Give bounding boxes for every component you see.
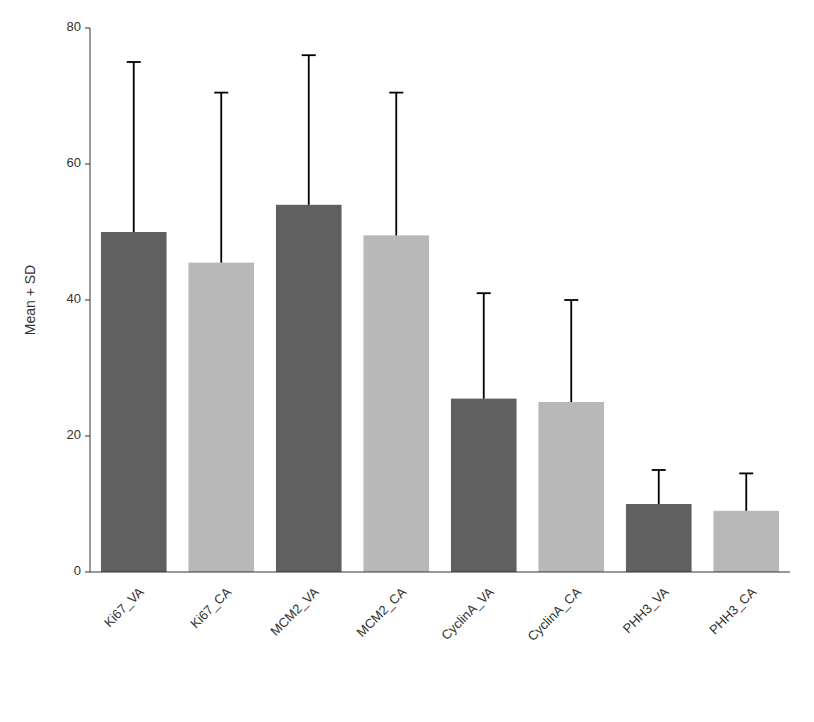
bar — [626, 504, 692, 572]
x-tick-label: MCM2_VA — [267, 584, 322, 639]
y-axis: 0 20 40 60 80 — [67, 19, 90, 578]
error-bar — [214, 93, 228, 263]
bar — [188, 263, 254, 572]
y-tick — [85, 572, 90, 573]
bar — [363, 235, 429, 572]
x-tick-label: Ki67_CA — [187, 584, 234, 631]
error-bar-cap — [302, 54, 316, 56]
y-tick — [85, 164, 90, 165]
y-tick-label: 20 — [67, 427, 81, 442]
error-bar — [477, 293, 491, 398]
x-tick-label: MCM2_CA — [354, 584, 410, 640]
error-bar-stem — [220, 93, 222, 263]
error-bar — [739, 473, 753, 510]
error-bar-cap — [739, 472, 753, 474]
x-axis-line — [90, 572, 790, 573]
error-bar-cap — [214, 92, 228, 94]
error-bar-stem — [658, 470, 660, 504]
page: {"chart_data": {"type": "bar", "categori… — [0, 0, 814, 722]
error-bar-cap — [652, 469, 666, 471]
bar — [451, 399, 517, 572]
y-tick-label: 0 — [74, 563, 81, 578]
y-tick — [85, 300, 90, 301]
error-bar — [652, 470, 666, 504]
y-tick — [85, 28, 90, 29]
error-bar-cap — [477, 292, 491, 294]
y-axis-label: Mean + SD — [22, 265, 38, 335]
error-bar-stem — [395, 93, 397, 236]
x-tick-label: CyclinA_CA — [525, 584, 585, 644]
bar — [713, 511, 779, 572]
chart-container: 0 20 40 60 80 Mean + SD Ki67_VA Ki67_CA MCM2_VA M… — [0, 0, 814, 722]
error-bar-stem — [308, 55, 310, 205]
x-tick-label: PHH3_VA — [620, 584, 672, 636]
error-bar — [389, 93, 403, 236]
y-tick-label: 60 — [67, 155, 81, 170]
error-bar-stem — [745, 473, 747, 510]
x-tick-label: PHH3_CA — [706, 584, 759, 637]
chart-svg: 0 20 40 60 80 Mean + SD Ki67_VA Ki67_CA MCM2_VA M… — [0, 0, 814, 722]
bar — [276, 205, 342, 572]
error-bar-stem — [483, 293, 485, 398]
y-tick-label: 40 — [67, 291, 81, 306]
bar — [538, 402, 604, 572]
y-tick-label: 80 — [67, 19, 81, 34]
bar — [101, 232, 167, 572]
error-bar — [564, 300, 578, 402]
x-tick-label: CyclinA_VA — [438, 584, 497, 643]
error-bar-stem — [570, 300, 572, 402]
y-tick — [85, 436, 90, 437]
x-tick-label: Ki67_VA — [101, 584, 147, 630]
error-bar-cap — [127, 61, 141, 63]
error-bar — [127, 62, 141, 232]
x-axis: Ki67_VA Ki67_CA MCM2_VA MCM2_CA CyclinA_VA Cy… — [90, 572, 790, 644]
error-bar — [302, 55, 316, 205]
error-bar-cap — [564, 299, 578, 301]
plot-area — [101, 55, 779, 572]
error-bar-stem — [133, 62, 135, 232]
error-bar-cap — [389, 92, 403, 94]
